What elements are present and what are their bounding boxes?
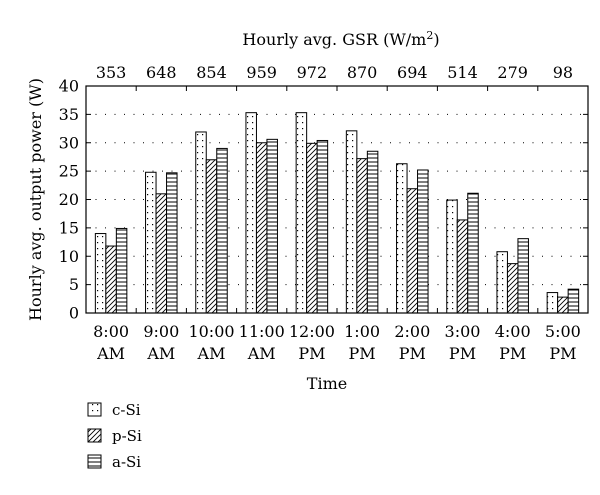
x-tick-label-period: PM [549, 344, 576, 363]
bar-c-si [345, 130, 358, 314]
bar-c-si [245, 112, 257, 314]
bar-c-si [295, 112, 308, 314]
tick-labels: 0 5 10 15 20 25 30 35 40 8:00 AM 353 9:00 AM 648 10:00 A… [59, 63, 581, 363]
bar-p-si [306, 142, 318, 314]
y-axis-title: Hourly avg. output power (W) [26, 78, 45, 321]
y-tick-label: 40 [59, 77, 79, 96]
x-tick-label-period: PM [298, 344, 325, 363]
y-tick-label: 10 [59, 247, 79, 266]
bar-p-si [155, 193, 168, 314]
y-tick-label: 35 [59, 105, 79, 124]
x-tick-label-period: AM [247, 344, 276, 363]
x-tick-label: 3:00 [445, 322, 481, 341]
bar-c-si [396, 163, 408, 314]
bar-a-si [567, 288, 580, 314]
bar-c-si [94, 233, 107, 314]
legend-label: p-Si [112, 427, 142, 445]
x-tick-label-period: AM [146, 344, 175, 363]
bar-a-si [115, 227, 128, 314]
legend-label: a-Si [112, 453, 141, 471]
bar-a-si [366, 150, 379, 314]
bar-a-si [517, 238, 529, 314]
gsr-tick-label: 972 [297, 63, 328, 82]
bar-a-si [216, 147, 228, 314]
gsr-tick-label: 279 [497, 63, 528, 82]
x-tick-label-period: PM [499, 344, 526, 363]
y-tick-label: 15 [59, 218, 79, 237]
bar-p-si [506, 263, 519, 314]
gsr-tick-label: 959 [246, 63, 277, 82]
x-tick-label: 9:00 [143, 322, 179, 341]
y-tick-label: 25 [59, 162, 79, 181]
bar-a-si [266, 138, 278, 314]
bar-p-si [255, 142, 268, 314]
bar-c-si [195, 131, 207, 314]
x-tick-label-period: PM [349, 344, 376, 363]
gsr-tick-label: 694 [397, 63, 428, 82]
gsr-tick-label: 353 [96, 63, 127, 82]
legend-swatch-a-si [87, 454, 102, 469]
y-tick-label: 30 [59, 133, 79, 152]
x-tick-label: 2:00 [394, 322, 430, 341]
gsr-tick-label: 514 [447, 63, 478, 82]
x-tick-label: 5:00 [545, 322, 581, 341]
axis-ticks [85, 85, 589, 314]
bar-c-si [496, 251, 508, 314]
x-tick-label: 8:00 [93, 322, 129, 341]
gsr-tick-label: 854 [196, 63, 227, 82]
bar-a-si [316, 139, 329, 314]
x-tick-label: 1:00 [344, 322, 380, 341]
x-tick-label-period: AM [197, 344, 226, 363]
bar-p-si [205, 159, 218, 314]
x-tick-label-period: AM [96, 344, 125, 363]
legend-label: c-Si [112, 401, 141, 419]
x-tick-label: 10:00 [188, 322, 234, 341]
x-tick-label-period: PM [399, 344, 426, 363]
gsr-tick-label: 98 [553, 63, 573, 82]
bar-a-si [467, 192, 479, 314]
bar-p-si [456, 219, 469, 314]
x-tick-label: 12:00 [289, 322, 335, 341]
bars [94, 112, 580, 314]
gsr-tick-label: 648 [146, 63, 177, 82]
x-axis-title: Time [307, 374, 347, 393]
legend-swatch-p-si [87, 428, 102, 443]
top-axis-title-superscript: 2 [426, 29, 433, 42]
x-tick-label: 11:00 [239, 322, 285, 341]
bar-p-si [406, 188, 419, 314]
y-tick-label: 20 [59, 190, 79, 209]
bar-p-si [557, 296, 569, 314]
gsr-tick-label: 870 [347, 63, 378, 82]
legend-swatch-c-si [87, 402, 102, 417]
y-tick-label: 0 [69, 304, 79, 323]
x-tick-label-period: PM [449, 344, 476, 363]
bar-a-si [166, 172, 178, 314]
bar-p-si [356, 158, 368, 314]
x-tick-label: 4:00 [495, 322, 531, 341]
bar-c-si [446, 199, 458, 314]
bar-p-si [105, 245, 117, 314]
bar-a-si [417, 169, 429, 314]
bar-c-si [145, 171, 157, 314]
legend: c-Si p-Si a-Si [87, 401, 142, 471]
top-axis-title: Hourly avg. GSR (W/m2) [242, 29, 439, 49]
bar-c-si [546, 292, 559, 314]
y-tick-label: 5 [69, 275, 79, 294]
